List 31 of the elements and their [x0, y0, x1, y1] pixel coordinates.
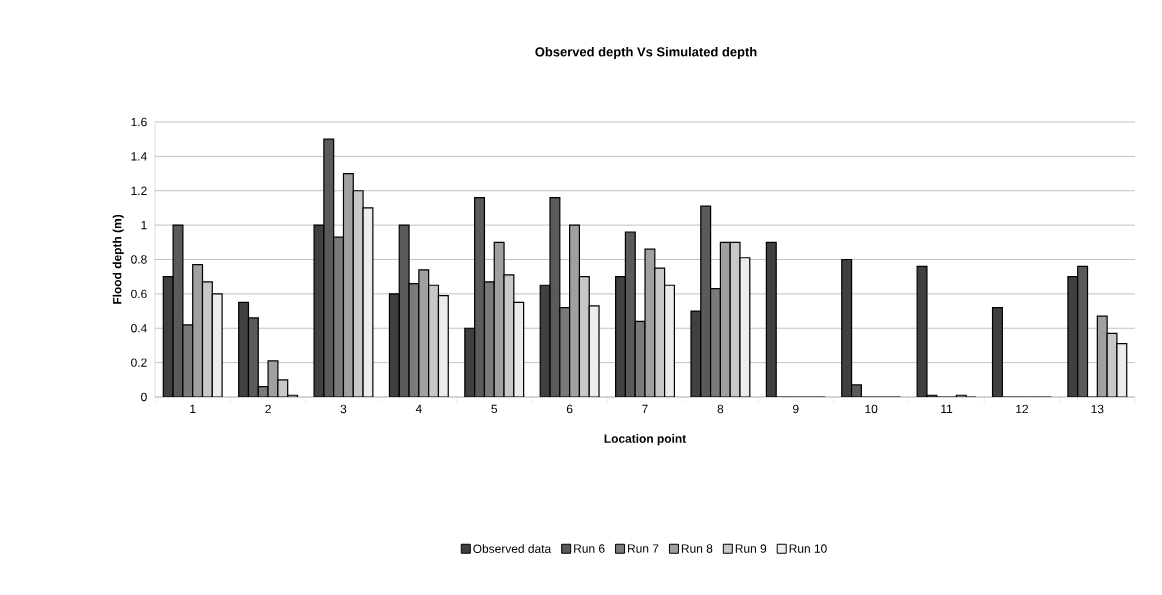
y-tick-label: 1.6 — [131, 117, 147, 127]
y-axis-title: Flood depth (m) — [112, 214, 124, 304]
y-tick-label: 1 — [141, 221, 147, 230]
y-tick-label: 0.6 — [131, 289, 147, 299]
x-tick-label: 1 — [190, 404, 196, 413]
legend-label: Run 6 — [574, 544, 605, 553]
x-tick-label: 12 — [1016, 404, 1028, 414]
y-tick-label: 0.8 — [131, 255, 147, 264]
x-tick-label: 9 — [793, 404, 799, 414]
y-tick-label: 1.2 — [131, 186, 147, 195]
x-tick-label: 13 — [1091, 404, 1104, 414]
x-tick-label: 4 — [415, 404, 422, 413]
y-tick-label: 0.2 — [131, 358, 147, 367]
x-tick-label: 8 — [717, 404, 724, 414]
legend-label: Observed data — [473, 544, 552, 553]
x-axis-title: Location point — [604, 434, 687, 446]
x-tick-label: 6 — [566, 404, 573, 414]
chart-title: Observed depth Vs Simulated depth — [535, 46, 757, 60]
y-tick-label: 0.4 — [131, 324, 147, 333]
x-tick-label: 3 — [340, 404, 347, 414]
x-tick-label: 5 — [491, 404, 498, 414]
x-tick-label: 7 — [642, 404, 648, 413]
x-tick-label: 11 — [941, 404, 953, 413]
y-tick-label: 0 — [141, 392, 147, 402]
legend-label: Run 10 — [789, 544, 827, 553]
x-tick-label: 2 — [265, 404, 271, 414]
y-tick-label: 1.4 — [131, 152, 147, 161]
legend-label: Run 7 — [628, 544, 659, 553]
legend-label: Run 8 — [681, 544, 713, 553]
x-tick-label: 10 — [865, 404, 878, 414]
legend-label: Run 9 — [735, 544, 767, 553]
